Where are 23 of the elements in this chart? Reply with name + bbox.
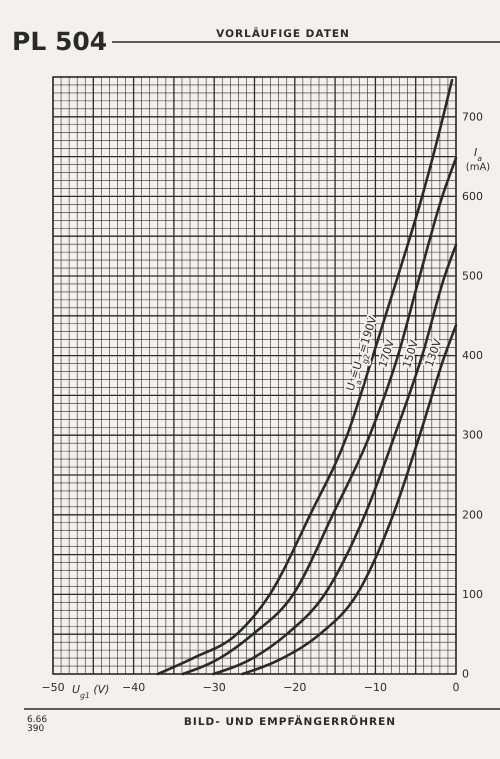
x-tick-label: −20: [283, 680, 306, 694]
y-tick-label: 500: [462, 270, 483, 283]
y-tick-label: 200: [462, 508, 483, 522]
y-tick-label: 600: [462, 190, 483, 203]
y-tick-label: 0: [462, 668, 469, 681]
x-tick-label: 0: [452, 680, 460, 694]
chart-title: PL 504: [12, 27, 108, 56]
x-axis-title: U$_{g1}$ (V): [72, 683, 110, 700]
y-tick-label: 100: [462, 588, 483, 601]
y-tick-label: 700: [462, 110, 483, 124]
text: 150V: [400, 338, 422, 370]
x-tick-label: −10: [364, 680, 388, 694]
text: 170V: [376, 338, 398, 370]
y-axis-title: I$_{a}$ (mA): [466, 146, 490, 173]
y-tick-label: 400: [462, 349, 483, 362]
text: BILD- UND EMPFÄNGERRÖHREN: [184, 715, 396, 728]
text: 390: [27, 724, 44, 734]
x-tick-label: −30: [202, 680, 226, 694]
y-tick-label: 300: [462, 428, 483, 442]
text: 6.66: [27, 715, 48, 725]
chart-subtitle: VORLÄUFIGE DATEN: [216, 27, 350, 40]
x-tick-label: −40: [122, 680, 146, 694]
x-tick-label: −50: [41, 680, 65, 694]
